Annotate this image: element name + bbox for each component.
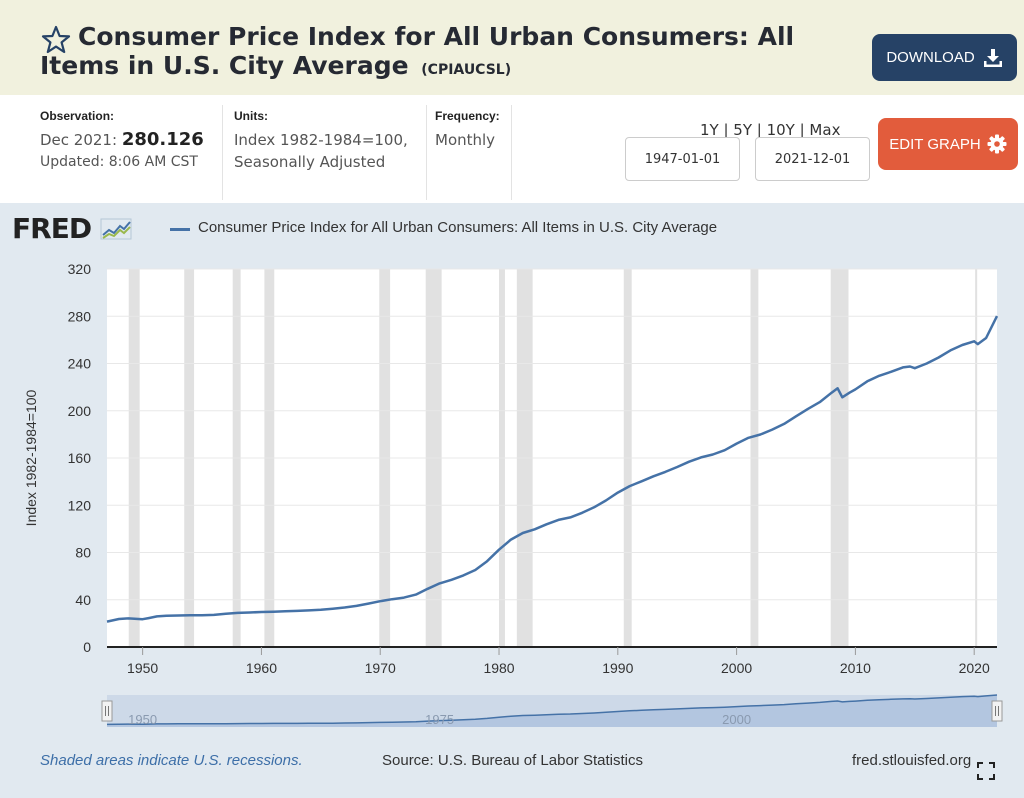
y-tick-label: 280	[68, 308, 92, 324]
navigator-label: 1975	[425, 712, 454, 727]
end-date-input[interactable]: 2021-12-01	[755, 137, 870, 181]
download-label: DOWNLOAD	[886, 49, 975, 66]
legend-swatch	[170, 228, 190, 231]
series-code: (CPIAUCSL)	[421, 62, 512, 78]
frequency-block: Frequency: Monthly	[435, 109, 500, 151]
y-tick-label: 120	[68, 497, 92, 513]
start-date-input[interactable]: 1947-01-01	[625, 137, 740, 181]
x-tick-label: 2020	[959, 660, 990, 676]
divider	[426, 105, 427, 200]
download-icon	[983, 48, 1002, 67]
source-note: Source: U.S. Bureau of Labor Statistics	[382, 752, 643, 769]
navigator-line	[106, 694, 998, 726]
observation-date: Dec 2021:	[40, 131, 118, 149]
edit-graph-button[interactable]: EDIT GRAPH	[878, 118, 1018, 170]
navigator-area	[107, 695, 997, 727]
updated-text: Updated: 8:06 AM CST	[40, 154, 198, 170]
y-axis-label: Index 1982-1984=100	[23, 389, 39, 526]
fullscreen-icon[interactable]	[977, 762, 995, 780]
y-tick-label: 240	[68, 356, 92, 372]
x-tick-label: 1980	[483, 660, 514, 676]
gear-icon	[987, 134, 1007, 154]
observation-value: 280.126	[121, 129, 204, 150]
chart-logo-icon	[100, 218, 132, 240]
units-line2: Seasonally Adjusted	[234, 153, 386, 171]
units-label: Units:	[234, 109, 268, 123]
navigator-label: 1950	[128, 712, 157, 727]
navigator-handle[interactable]	[991, 700, 1003, 722]
recession-note: Shaded areas indicate U.S. recessions.	[40, 752, 303, 769]
units-line1: Index 1982-1984=100,	[234, 131, 408, 149]
x-tick-label: 2000	[721, 660, 752, 676]
x-tick-label: 1990	[602, 660, 633, 676]
x-tick-label: 1950	[127, 660, 158, 676]
y-tick-label: 160	[68, 450, 92, 466]
y-tick-label: 0	[83, 639, 91, 655]
page-title: Consumer Price Index for All Urban Consu…	[40, 22, 795, 80]
frequency-value: Monthly	[435, 131, 496, 149]
site-link[interactable]: fred.stlouisfed.org	[852, 752, 972, 769]
y-tick-label: 40	[75, 592, 91, 608]
header-bar: Consumer Price Index for All Urban Consu…	[0, 0, 1024, 95]
edit-graph-label: EDIT GRAPH	[889, 135, 981, 153]
y-tick-label: 320	[68, 261, 92, 277]
series-line	[106, 315, 999, 623]
x-tick-label: 1960	[246, 660, 277, 676]
divider	[511, 105, 512, 200]
observation-block: Observation: Dec 2021: 280.126 Updated: …	[40, 109, 204, 173]
x-tick-label: 2010	[840, 660, 871, 676]
navigator-label: 2000	[722, 712, 751, 727]
range-selector[interactable]: 1Y | 5Y | 10Y | Max	[700, 121, 841, 139]
fred-logo: FRED	[12, 212, 132, 245]
star-icon[interactable]	[40, 24, 72, 56]
y-tick-label: 200	[68, 403, 92, 419]
units-block: Units: Index 1982-1984=100, Seasonally A…	[234, 109, 408, 173]
frequency-label: Frequency:	[435, 109, 500, 123]
divider	[222, 105, 223, 200]
download-button[interactable]: DOWNLOAD	[872, 34, 1017, 81]
observation-label: Observation:	[40, 109, 115, 123]
y-tick-label: 80	[75, 545, 91, 561]
legend-label: Consumer Price Index for All Urban Consu…	[198, 219, 718, 236]
navigator-handle[interactable]	[101, 700, 113, 722]
x-tick-label: 1970	[365, 660, 396, 676]
